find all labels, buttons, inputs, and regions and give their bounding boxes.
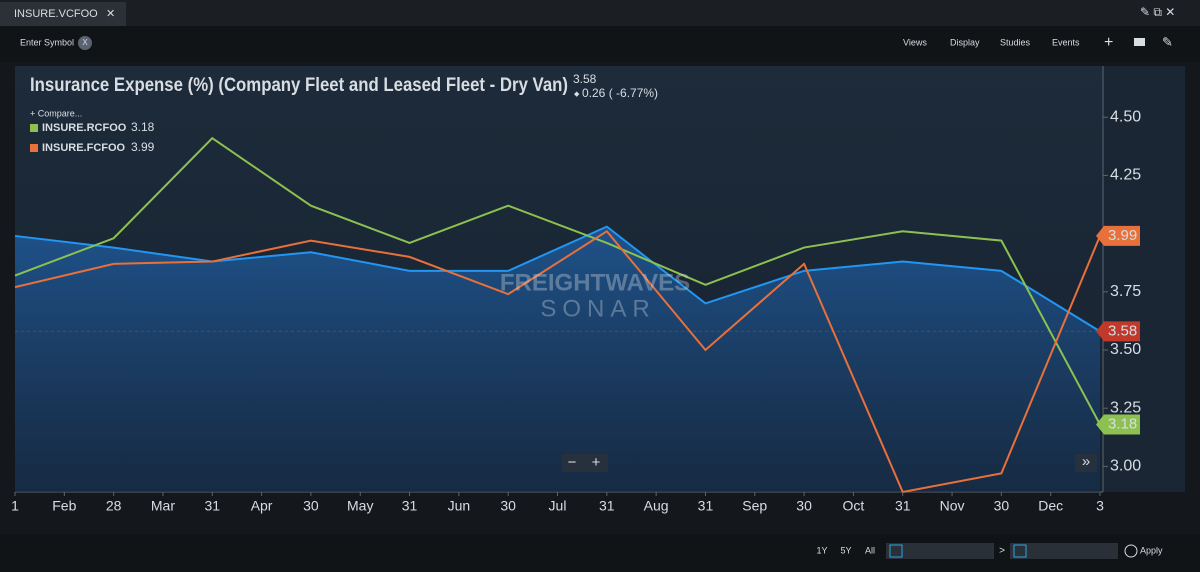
zoom-out[interactable]: − — [568, 454, 577, 471]
change: 0.26 ( -6.77%) — [582, 86, 658, 100]
value-tag — [1096, 225, 1140, 246]
date-end[interactable] — [1010, 543, 1118, 559]
x-tick-label: Jul — [549, 498, 567, 514]
compare-button[interactable]: + Compare... — [30, 108, 82, 118]
x-tick-label: May — [347, 498, 373, 514]
scroll-button[interactable] — [1075, 454, 1097, 472]
tab-label: INSURE.VCFOO — [14, 8, 98, 20]
value-tag-label: 3.18 — [1108, 415, 1137, 432]
value-tag — [1096, 414, 1140, 435]
tab-bar — [0, 0, 1200, 26]
menu[interactable]: Events — [1052, 37, 1080, 47]
legend-label: INSURE.FCFOO — [42, 142, 126, 154]
x-tick-label: Dec — [1038, 498, 1063, 514]
last-value: 3.58 — [573, 72, 597, 86]
x-tick-label: 31 — [402, 498, 418, 514]
line — [14, 225, 1101, 333]
value-tag-label: 3.58 — [1108, 322, 1137, 339]
change-arrow: ◆ — [574, 91, 580, 98]
symbol-input[interactable]: Enter Symbol — [20, 37, 74, 47]
y-tick-label: 4.25 — [1110, 167, 1141, 184]
chart-title: Insurance Expense (%) (Company Fleet and… — [30, 75, 568, 96]
apply-icon — [1124, 544, 1138, 558]
zoom-in[interactable]: + — [592, 454, 601, 471]
x-tick-label: 1 — [11, 498, 19, 514]
zoom-controls — [562, 454, 608, 472]
watermark: SONAR — [540, 295, 655, 322]
toolbar — [0, 26, 1200, 62]
tab-close[interactable]: ✕ — [106, 8, 115, 20]
x-tick-label: 31 — [698, 498, 714, 514]
x-tick-label: 3 — [1096, 498, 1104, 514]
footer — [0, 534, 1200, 572]
y-tick-label: 3.75 — [1110, 283, 1141, 300]
calendar-icon — [1013, 544, 1027, 558]
y-tick-label: 3.25 — [1110, 399, 1141, 416]
range-button[interactable]: 5Y — [840, 545, 851, 555]
comment-icon[interactable] — [1134, 38, 1145, 46]
x-tick-label: Feb — [52, 498, 76, 514]
menu[interactable]: Views — [903, 37, 927, 47]
x-tick-label: 28 — [106, 498, 122, 514]
menu[interactable]: Studies — [1000, 37, 1031, 47]
clear-label: X — [82, 38, 88, 47]
add-icon[interactable]: + — [1104, 34, 1113, 51]
line — [14, 229, 1101, 494]
legend-swatch — [30, 144, 38, 152]
value-tag — [1096, 321, 1140, 342]
x-tick-label: Apr — [251, 498, 273, 514]
clear-button[interactable] — [78, 36, 92, 50]
x-tick-label: Aug — [644, 498, 669, 514]
apply-button[interactable]: Apply — [1140, 545, 1163, 555]
x-tick-label: Sep — [742, 498, 767, 514]
x-tick-label: 31 — [599, 498, 615, 514]
legend-value: 3.18 — [131, 120, 155, 134]
range-button[interactable]: All — [865, 545, 875, 555]
plot — [14, 136, 1103, 494]
calendar-icon — [889, 544, 903, 558]
range-button[interactable]: 1Y — [816, 545, 827, 555]
legend: INSURE.RCFOO 3.18 INSURE.FCFOO 3.99 — [30, 120, 155, 154]
x-tick-label: Oct — [843, 498, 865, 514]
x-tick-label: 30 — [994, 498, 1010, 514]
range-arrow: > — [999, 546, 1005, 557]
x-tick-label: 31 — [895, 498, 911, 514]
legend-value: 3.99 — [131, 140, 155, 154]
area — [15, 226, 1100, 492]
line — [14, 136, 1101, 425]
x-tick-label: 31 — [204, 498, 220, 514]
scroll-label: » — [1082, 453, 1090, 470]
x-tick-label: 30 — [303, 498, 319, 514]
legend-label: INSURE.RCFOO — [42, 122, 127, 134]
date-start[interactable] — [886, 543, 994, 559]
x-tick-label: Mar — [151, 498, 175, 514]
y-tick-label: 4.50 — [1110, 108, 1141, 125]
x-tick-label: Nov — [940, 498, 965, 514]
tab[interactable] — [0, 2, 126, 26]
legend-swatch — [30, 124, 38, 132]
x-tick-label: 30 — [500, 498, 516, 514]
y-tick-label: 3.00 — [1110, 458, 1141, 475]
y-tick-label: 3.50 — [1110, 341, 1141, 358]
value-tag-label: 3.99 — [1108, 227, 1137, 244]
menu[interactable]: Display — [950, 37, 980, 47]
draw-icon[interactable]: ✎ — [1162, 34, 1173, 49]
window-controls[interactable]: ✎ ⧉ ✕ — [1140, 5, 1175, 19]
x-tick-label: 30 — [796, 498, 812, 514]
x-tick-label: Jun — [448, 498, 471, 514]
watermark: FREIGHTWAVES — [500, 269, 690, 296]
